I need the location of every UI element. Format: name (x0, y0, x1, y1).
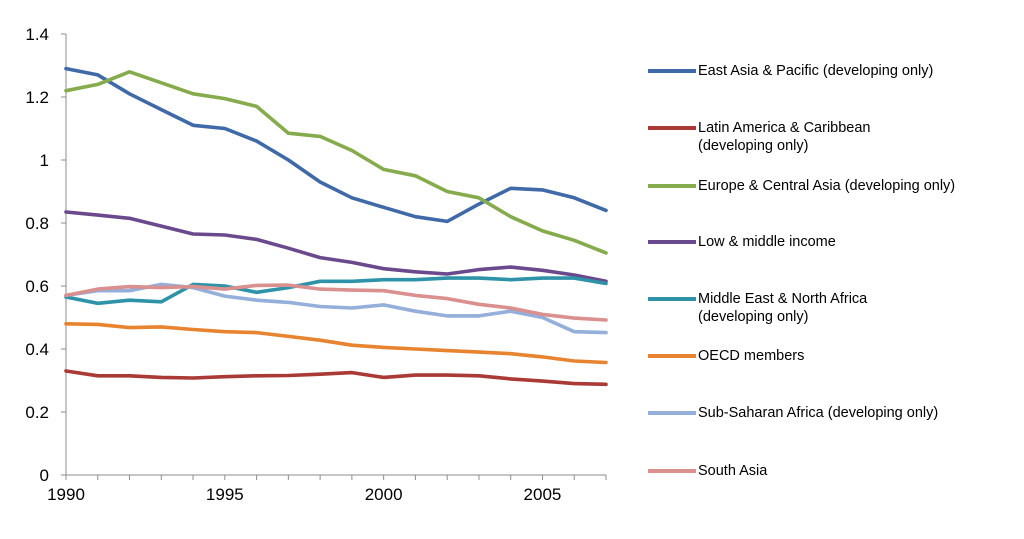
chart-legend: East Asia & Pacific (developing only) La… (648, 0, 1024, 539)
y-tick-label: 1.2 (25, 88, 49, 107)
legend-item-south-asia: South Asia (648, 462, 998, 480)
y-tick-label: 0.4 (25, 340, 49, 359)
y-tick-label: 0.8 (25, 214, 49, 233)
series-line-middle-east-north-africa-developing-only (64, 276, 608, 306)
legend-item-sub-saharan-africa: Sub-Saharan Africa (developing only) (648, 404, 998, 422)
series-line-low-middle-income (64, 210, 608, 284)
legend-item-middle-east-north-africa: Middle East & North Africa (developing o… (648, 290, 938, 326)
legend-label: OECD members (698, 348, 805, 364)
y-tick-label: 0.2 (25, 403, 49, 422)
legend-item-latin-america-caribbean: Latin America & Caribbean (developing on… (648, 119, 938, 155)
series-line-latin-america-caribbean-developing-only (64, 369, 608, 387)
chart-series-lines (64, 66, 608, 387)
legend-swatch (648, 411, 696, 415)
series-line-europe-central-asia-developing-only (64, 70, 608, 255)
y-tick-label: 1.4 (25, 25, 49, 44)
legend-item-oecd-members: OECD members (648, 347, 998, 365)
y-tick-label: 0.6 (25, 277, 49, 296)
legend-label: East Asia & Pacific (developing only) (698, 63, 934, 79)
chart-axes: 0 0.2 0.4 0.6 0.8 1 1.2 1.4 1990 1995 2000 2005 (25, 25, 607, 504)
legend-swatch (648, 69, 696, 73)
legend-label: South Asia (698, 463, 768, 479)
y-tick-label: 0 (40, 466, 49, 485)
legend-swatch (648, 240, 696, 244)
legend-swatch (648, 297, 696, 301)
series-line-sub-saharan-africa-developing-only (64, 282, 608, 335)
legend-item-east-asia-pacific: East Asia & Pacific (developing only) (648, 62, 998, 80)
legend-label: Sub-Saharan Africa (developing only) (698, 405, 939, 421)
x-tick-label: 1995 (206, 485, 244, 504)
series-line-south-asia (64, 283, 608, 322)
legend-label: Middle East & North Africa (developing o… (698, 291, 868, 325)
legend-item-europe-central-asia: Europe & Central Asia (developing only) (648, 177, 968, 195)
legend-item-low-middle-income: Low & middle income (648, 233, 998, 251)
x-tick-label: 2000 (365, 485, 403, 504)
x-tick-label: 1990 (47, 485, 85, 504)
legend-swatch (648, 354, 696, 358)
series-line-east-asia-pacific-developing-only (64, 66, 608, 224)
y-tick-label: 1 (40, 151, 49, 170)
legend-label: Low & middle income (698, 234, 836, 250)
legend-swatch (648, 184, 696, 188)
x-tick-label: 2005 (524, 485, 562, 504)
legend-label: Europe & Central Asia (developing only) (698, 178, 956, 194)
series-line-oecd-members (64, 321, 608, 365)
legend-swatch (648, 126, 696, 130)
legend-swatch (648, 469, 696, 473)
legend-label: Latin America & Caribbean (developing on… (698, 120, 871, 154)
